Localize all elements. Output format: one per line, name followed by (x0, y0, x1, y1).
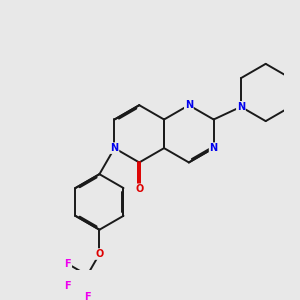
Text: F: F (84, 292, 91, 300)
Text: N: N (210, 143, 218, 153)
Text: F: F (64, 281, 71, 291)
Text: N: N (185, 100, 193, 110)
Text: N: N (110, 143, 118, 153)
Text: O: O (95, 249, 104, 259)
Text: O: O (135, 184, 143, 194)
Text: F: F (64, 259, 71, 269)
Text: N: N (237, 102, 245, 112)
